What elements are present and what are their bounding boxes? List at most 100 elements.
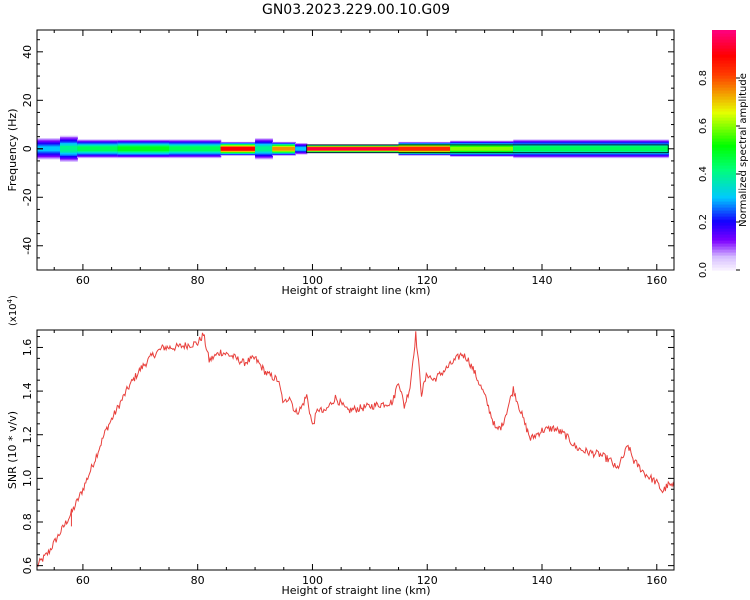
- colorbar-swatch: [712, 222, 736, 226]
- colorbar-tick-label: 0.4: [698, 166, 709, 182]
- colorbar-swatch: [712, 165, 736, 169]
- colorbar-swatch: [712, 72, 736, 76]
- spectrogram-ticks: 60 80 100 120 140 160 40 20 0 -20 -40: [21, 30, 674, 287]
- colorbar-swatch: [712, 195, 736, 199]
- colorbar-swatch: [712, 66, 736, 70]
- colorbar-swatch: [712, 162, 736, 166]
- colorbar-swatch: [712, 36, 736, 40]
- spectrogram-x-tick-label: 120: [417, 274, 438, 287]
- snr-y-tick-label: 0.8: [21, 513, 34, 531]
- colorbar-swatch: [712, 186, 736, 190]
- colorbar-swatch: [712, 180, 736, 184]
- colorbar-swatch: [712, 159, 736, 163]
- colorbar-swatch: [712, 210, 736, 214]
- colorbar-swatch: [712, 141, 736, 145]
- colorbar-swatch: [712, 87, 736, 91]
- spectrogram-y-tick-label: -20: [21, 188, 34, 206]
- colorbar-swatch: [712, 192, 736, 196]
- spectrogram-x-tick-label: 160: [646, 274, 667, 287]
- colorbar-swatch: [712, 225, 736, 229]
- colorbar-swatch: [712, 213, 736, 217]
- colorbar-swatch: [712, 93, 736, 97]
- colorbar-swatch: [712, 102, 736, 106]
- colorbar-swatch: [712, 132, 736, 136]
- colorbar: 0.0 0.2 0.4 0.6 0.8: [698, 30, 740, 278]
- spectrogram-band: [77, 146, 118, 151]
- snr-ticks: 60 80 100 120 140 160 0.6 0.8 1.0 1.2 1.4 1.6: [21, 330, 674, 587]
- colorbar-swatch: [712, 138, 736, 142]
- spectrogram-y-tick-label: 0: [21, 145, 34, 152]
- spectrogram-y-tick-label: -40: [21, 237, 34, 255]
- spectrogram-band: [272, 146, 296, 151]
- spectrogram-x-axis-label: Height of straight line (km): [281, 284, 430, 297]
- colorbar-swatch: [712, 57, 736, 61]
- snr-x-axis-label: Height of straight line (km): [281, 584, 430, 597]
- colorbar-swatch: [712, 123, 736, 127]
- snr-x-tick-label: 60: [76, 574, 90, 587]
- spectrogram-x-tick-label: 140: [532, 274, 553, 287]
- snr-x-tick-label: 100: [302, 574, 323, 587]
- colorbar-swatch: [712, 153, 736, 157]
- colorbar-swatch: [712, 84, 736, 88]
- colorbar-swatch: [712, 246, 736, 250]
- colorbar-swatch: [712, 171, 736, 175]
- spectrogram-frame: [36, 29, 675, 271]
- spectrogram-y-tick-label: 40: [21, 45, 34, 59]
- colorbar-swatch: [712, 129, 736, 133]
- colorbar-swatch: [712, 231, 736, 235]
- colorbar-swatch: [712, 249, 736, 253]
- spectrogram-band: [513, 146, 669, 151]
- colorbar-swatch: [712, 111, 736, 115]
- colorbar-swatch: [712, 30, 736, 34]
- colorbar-swatch: [712, 54, 736, 58]
- colorbar-swatch: [712, 258, 736, 262]
- colorbar-label: Normalized spectral amplitude: [738, 73, 749, 227]
- colorbar-swatch: [712, 105, 736, 109]
- colorbar-swatch: [712, 90, 736, 94]
- colorbar-swatch: [712, 75, 736, 79]
- colorbar-swatch: [712, 69, 736, 73]
- snr-x-tick-label: 80: [191, 574, 205, 587]
- colorbar-swatch: [712, 60, 736, 64]
- colorbar-tick-label: 0.0: [698, 262, 709, 278]
- spectrogram-band: [169, 146, 222, 151]
- spectrogram-plot: [37, 135, 669, 162]
- spectrogram-band: [60, 146, 78, 152]
- colorbar-swatch: [712, 144, 736, 148]
- colorbar-swatch: [712, 168, 736, 172]
- snr-y-multiplier: (x104): [6, 295, 19, 326]
- colorbar-swatch: [712, 174, 736, 178]
- spectrogram-x-tick-label: 60: [76, 274, 90, 287]
- snr-y-tick-label: 1.4: [21, 382, 34, 400]
- colorbar-swatch: [712, 114, 736, 118]
- colorbar-swatch: [712, 51, 736, 55]
- colorbar-swatch: [712, 45, 736, 49]
- snr-line: [36, 331, 675, 568]
- snr-y-axis-label: SNR (10 * v/v): [6, 411, 19, 489]
- colorbar-swatch: [712, 39, 736, 43]
- colorbar-swatch: [712, 198, 736, 202]
- spectrogram-band: [306, 147, 400, 151]
- colorbar-swatch: [712, 135, 736, 139]
- colorbar-swatch: [712, 204, 736, 208]
- colorbar-swatch: [712, 189, 736, 193]
- spectrogram-x-tick-label: 100: [302, 274, 323, 287]
- spectrogram-band: [295, 147, 308, 151]
- colorbar-swatch: [712, 81, 736, 85]
- colorbar-swatch: [712, 183, 736, 187]
- spectrogram-x-tick-label: 80: [191, 274, 205, 287]
- colorbar-swatch: [712, 108, 736, 112]
- colorbar-swatch: [712, 177, 736, 181]
- spectrogram-band: [450, 146, 514, 151]
- colorbar-swatch: [712, 216, 736, 220]
- snr-y-tick-label: 1.6: [21, 339, 34, 357]
- spectrogram-band: [398, 146, 451, 151]
- colorbar-swatch: [712, 255, 736, 259]
- snr-y-tick-label: 1.2: [21, 426, 34, 444]
- colorbar-swatch: [712, 42, 736, 46]
- colorbar-swatch: [712, 237, 736, 241]
- colorbar-swatch: [712, 252, 736, 256]
- chart-title: GN03.2023.229.00.10.G09: [261, 2, 451, 18]
- snr-frame: [36, 329, 675, 571]
